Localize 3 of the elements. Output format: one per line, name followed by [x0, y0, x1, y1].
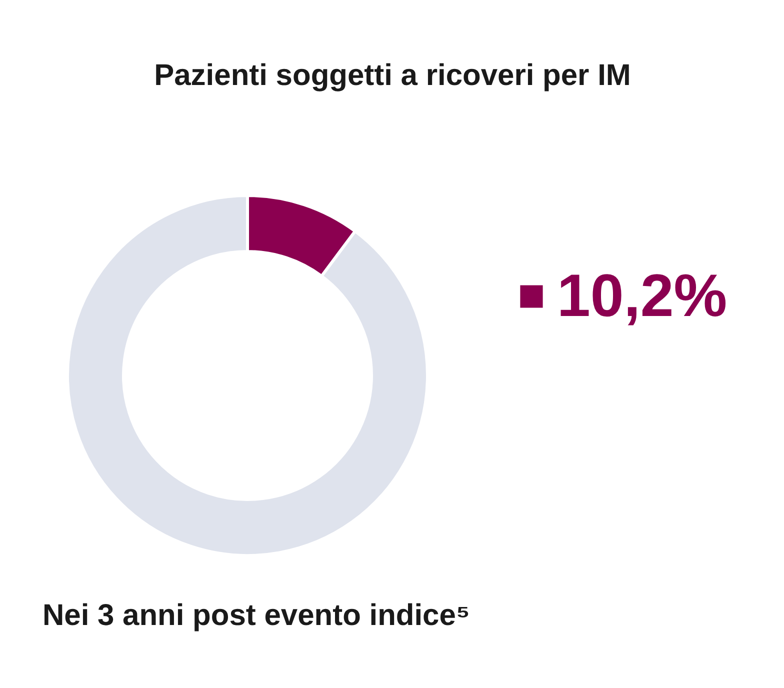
legend-label: 10,2% [557, 261, 728, 330]
chart-title: Pazienti soggetti a ricoveri per IM [154, 59, 631, 92]
text: Nei 3 anni post evento indice⁵ [42, 599, 470, 632]
